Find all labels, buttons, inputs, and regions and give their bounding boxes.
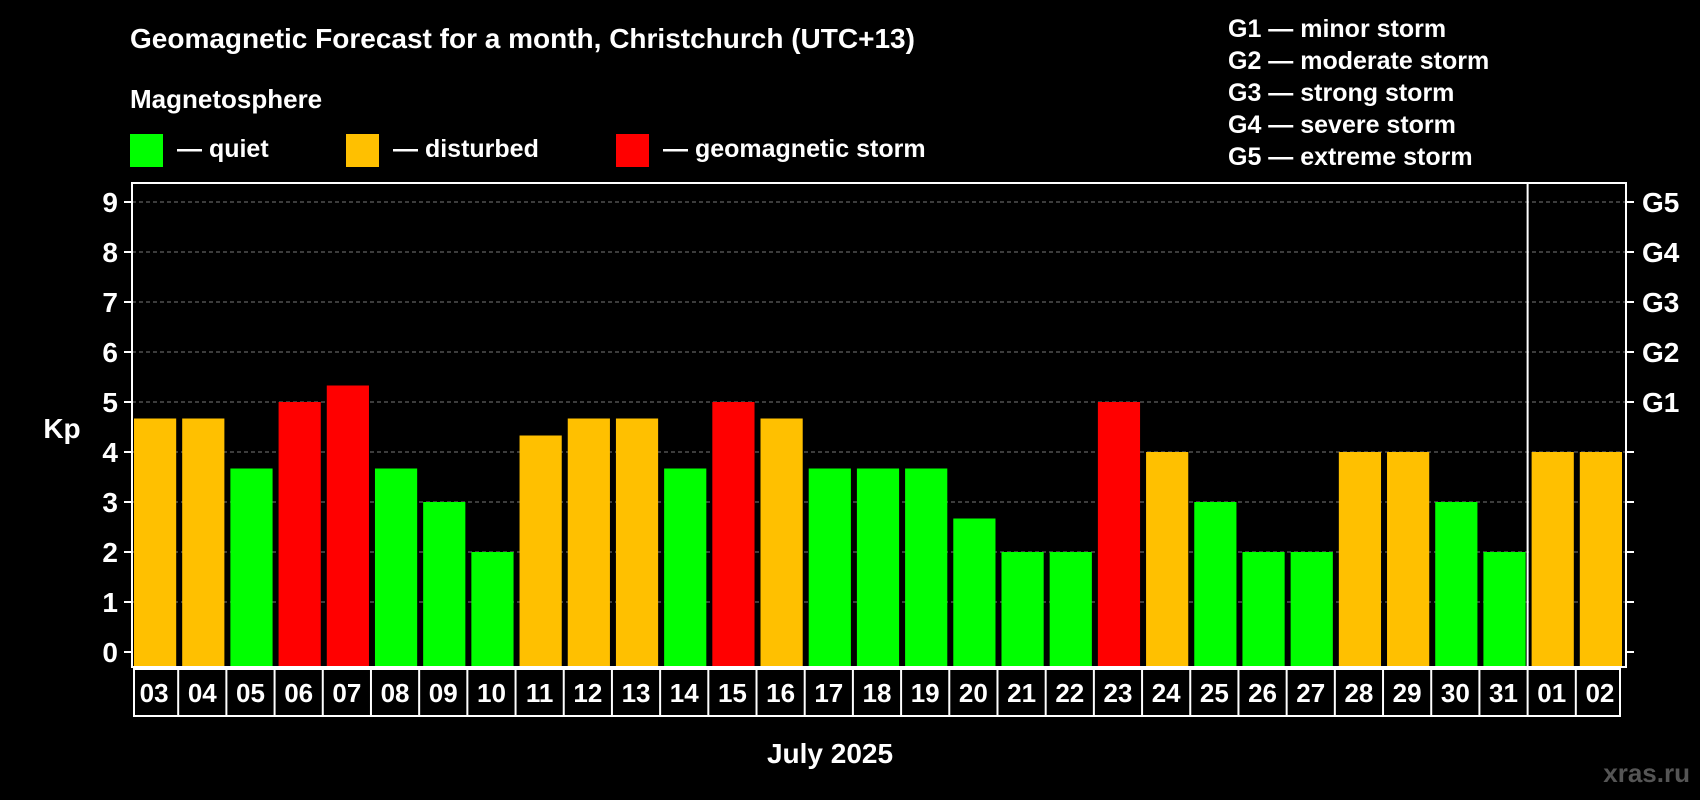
storm-scale-item: G3 — strong storm: [1228, 79, 1454, 107]
bar-11: [519, 435, 562, 667]
bar-26: [1242, 552, 1285, 667]
bar-31: [1483, 552, 1526, 667]
bar-09: [423, 502, 466, 667]
y-tick-label: 7: [102, 287, 118, 318]
bar-19: [905, 468, 948, 667]
y-tick-label: 6: [102, 337, 118, 368]
bar-29: [1387, 452, 1430, 667]
x-tick-label: 10: [477, 678, 506, 708]
bar-03: [134, 418, 177, 667]
bar-24: [1146, 452, 1189, 667]
x-tick-label: 28: [1344, 678, 1373, 708]
bar-01: [1531, 452, 1574, 667]
bar-25: [1194, 502, 1237, 667]
x-tick-label: 06: [284, 678, 313, 708]
storm-scale-item: G2 — moderate storm: [1228, 47, 1489, 75]
chart-title: Geomagnetic Forecast for a month, Christ…: [130, 23, 915, 54]
right-tick-label: G4: [1642, 237, 1680, 268]
watermark: xras.ru: [1603, 758, 1690, 788]
x-tick-label: 18: [863, 678, 892, 708]
y-tick-label: 3: [102, 487, 118, 518]
x-tick-label: 04: [188, 678, 217, 708]
x-tick-label: 09: [429, 678, 458, 708]
bar-06: [278, 402, 321, 667]
y-tick-label: 5: [102, 387, 118, 418]
x-tick-label: 15: [718, 678, 747, 708]
y-tick-label: 1: [102, 587, 118, 618]
bar-23: [1097, 402, 1141, 667]
right-tick-label: G1: [1642, 387, 1679, 418]
legend-swatch-quiet: [130, 134, 163, 167]
x-tick-label: 12: [573, 678, 602, 708]
legend-swatch-storm: [616, 134, 649, 167]
bar-17: [808, 468, 851, 667]
x-tick-label: 02: [1585, 678, 1614, 708]
right-tick-label: G5: [1642, 187, 1679, 218]
x-label-frame: [133, 668, 1621, 717]
x-tick-label: 24: [1152, 678, 1181, 708]
y-tick-label: 2: [102, 537, 118, 568]
bar-12: [567, 418, 610, 667]
x-tick-label: 25: [1200, 678, 1229, 708]
x-tick-label: 03: [140, 678, 169, 708]
bar-04: [182, 418, 225, 667]
x-tick-label: 29: [1393, 678, 1422, 708]
x-tick-label: 01: [1537, 678, 1566, 708]
storm-scale-item: G4 — severe storm: [1228, 111, 1456, 139]
legend-swatch-disturbed: [346, 134, 379, 167]
x-tick-label: 11: [526, 678, 554, 708]
x-tick-label: 07: [332, 678, 361, 708]
y-tick-label: 0: [102, 637, 118, 668]
x-tick-label: 27: [1296, 678, 1325, 708]
bar-05: [230, 468, 273, 667]
bar-14: [664, 468, 707, 667]
x-tick-label: 05: [236, 678, 265, 708]
right-tick-label: G3: [1642, 287, 1679, 318]
x-tick-label: 19: [911, 678, 940, 708]
x-tick-label: 26: [1248, 678, 1277, 708]
legend-label-storm: — geomagnetic storm: [663, 135, 926, 163]
bar-22: [1049, 552, 1092, 667]
bar-28: [1338, 452, 1382, 667]
x-tick-label: 13: [622, 678, 651, 708]
y-axis-label: Kp: [43, 413, 80, 444]
right-tick-label: G2: [1642, 337, 1679, 368]
bar-21: [1001, 552, 1044, 667]
x-tick-label: 23: [1104, 678, 1133, 708]
storm-scale-item: G5 — extreme storm: [1228, 143, 1473, 171]
bar-27: [1290, 552, 1333, 667]
x-tick-label: 14: [670, 678, 699, 708]
bar-13: [615, 418, 659, 667]
bar-15: [712, 402, 755, 667]
y-tick-label: 8: [102, 237, 118, 268]
bar-02: [1579, 452, 1622, 667]
x-tick-label: 17: [814, 678, 843, 708]
storm-scale-legend: G1 — minor storm G2 — moderate storm G3 — …: [1228, 15, 1489, 171]
x-axis-label: July 2025: [767, 738, 893, 769]
legend-label-disturbed: — disturbed: [393, 135, 539, 163]
x-tick-label: 16: [766, 678, 795, 708]
x-tick-label: 21: [1007, 678, 1036, 708]
x-tick-label: 22: [1055, 678, 1084, 708]
storm-scale-item: G1 — minor storm: [1228, 15, 1446, 43]
bar-08: [374, 468, 418, 667]
bar-20: [953, 518, 996, 667]
legend: — quiet — disturbed — geomagnetic storm: [130, 134, 926, 167]
y-tick-label: 9: [102, 187, 118, 218]
bar-10: [471, 552, 514, 667]
x-tick-label: 31: [1489, 678, 1518, 708]
legend-label-quiet: — quiet: [177, 135, 269, 163]
plot-frame: [131, 182, 1627, 668]
bar-16: [760, 418, 803, 667]
x-tick-label: 08: [381, 678, 410, 708]
y-tick-label: 4: [102, 437, 118, 468]
bar-30: [1435, 502, 1478, 667]
x-tick-label: 30: [1441, 678, 1470, 708]
x-tick-label: 20: [959, 678, 988, 708]
bar-18: [856, 468, 900, 667]
bar-07: [326, 385, 369, 667]
legend-title: Magnetosphere: [130, 84, 322, 114]
